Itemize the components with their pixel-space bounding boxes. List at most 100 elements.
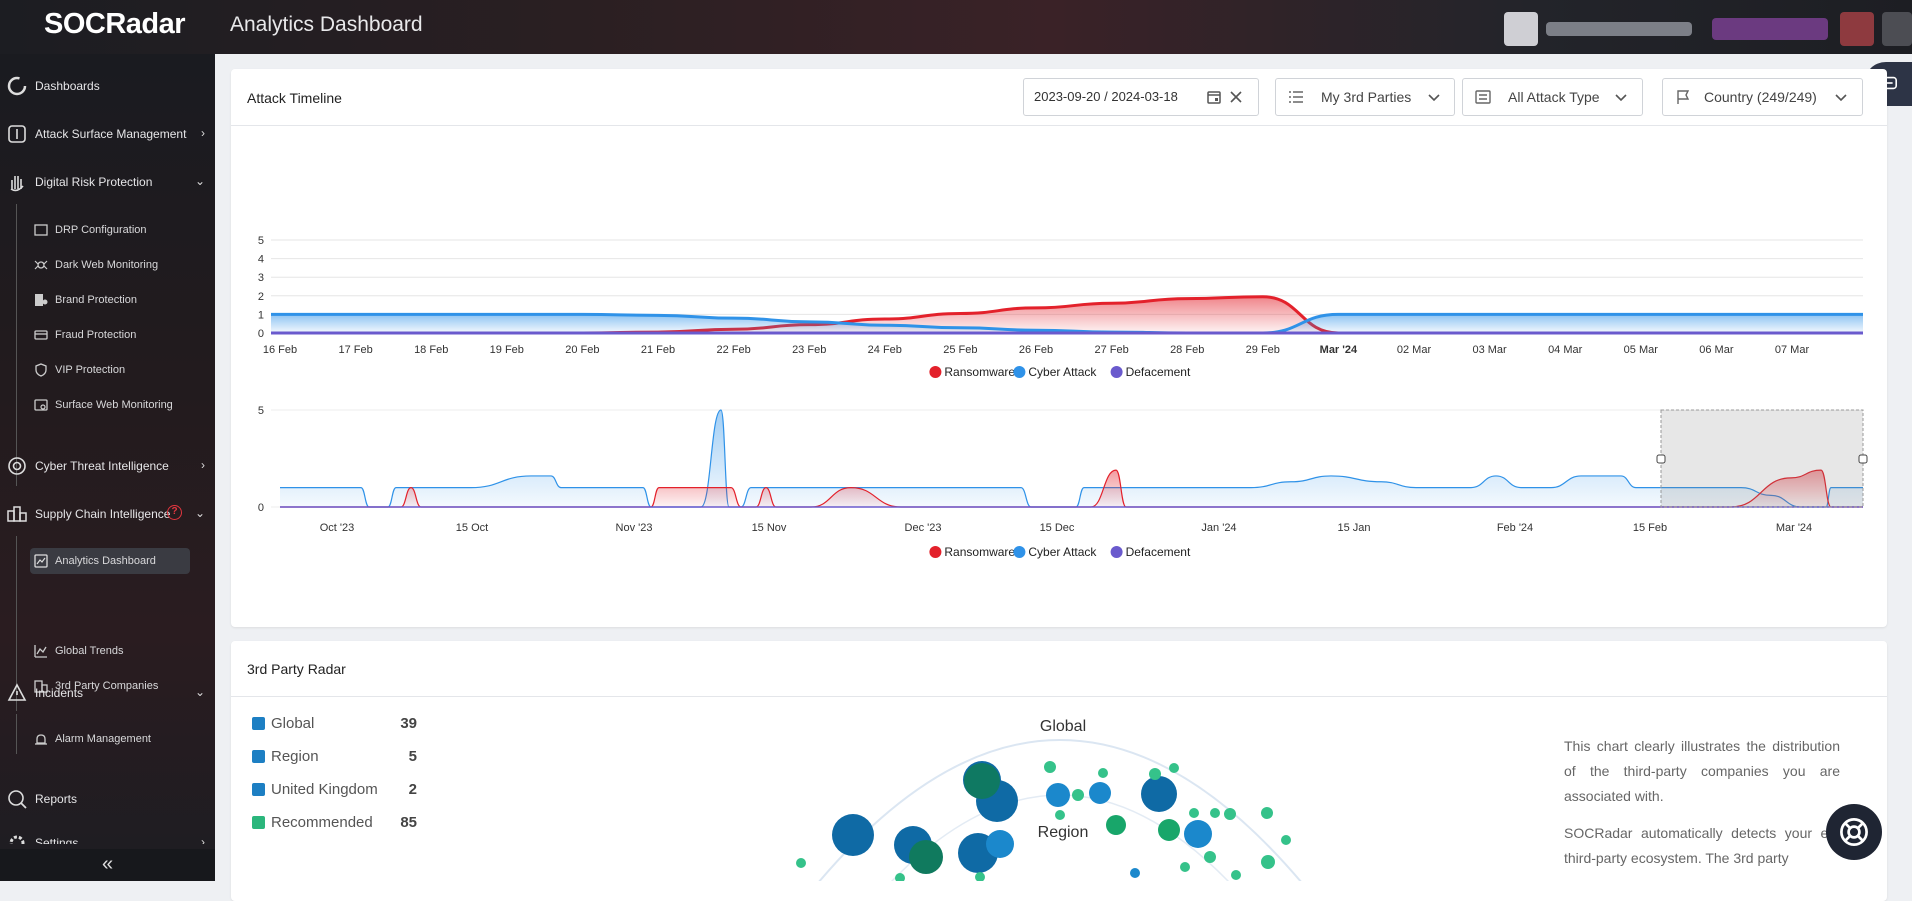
- avatar[interactable]: [1504, 12, 1538, 46]
- radar-title: 3rd Party Radar: [247, 661, 346, 677]
- socradar-logo[interactable]: SOCRadar: [44, 8, 186, 41]
- settings-menu-icon[interactable]: [1882, 12, 1912, 46]
- sidebar-item-global-trends[interactable]: Global Trends: [30, 638, 190, 664]
- bubble[interactable]: [1130, 868, 1140, 878]
- bubble[interactable]: [1169, 763, 1179, 773]
- legend-marker: [1013, 366, 1026, 378]
- bubble[interactable]: [1184, 820, 1212, 848]
- third-party-filter[interactable]: My 3rd Parties: [1275, 78, 1455, 116]
- country-filter[interactable]: Country (249/249): [1662, 78, 1863, 116]
- legend-marker: [1110, 366, 1123, 378]
- sidebar-item-label: Digital Risk Protection: [35, 175, 153, 189]
- series-line-cyber-attack[interactable]: [271, 312, 1863, 335]
- legend-item-ransomware[interactable]: Ransomware: [929, 365, 1015, 379]
- range-handle-right[interactable]: [1858, 454, 1868, 464]
- bubble[interactable]: [986, 830, 1014, 858]
- range-selection-window[interactable]: [1660, 409, 1864, 508]
- bubble[interactable]: [1224, 808, 1236, 820]
- bubble[interactable]: [1044, 761, 1056, 773]
- legend-item-cyber-attack[interactable]: Cyber Attack: [1013, 365, 1097, 379]
- sidebar-item-surface-web-monitoring[interactable]: Surface Web Monitoring: [30, 392, 190, 418]
- bubble[interactable]: [1204, 851, 1216, 863]
- sidebar-item-vip-protection[interactable]: VIP Protection: [30, 357, 190, 383]
- timeline-navigator-chart[interactable]: 5 0 Oct '23 15 Oct Nov '23 15 Nov Dec '23 15 De…: [231, 399, 1887, 579]
- sidebar-item-dashboards[interactable]: Dashboards: [0, 71, 215, 101]
- bubble[interactable]: [1210, 808, 1220, 818]
- bubble[interactable]: [796, 858, 806, 868]
- sidebar-item-label: Brand Protection: [55, 294, 137, 306]
- sidebar-item-brand-protection[interactable]: Brand Protection: [30, 287, 190, 313]
- bubble[interactable]: [909, 840, 943, 874]
- y-tick-label: 5: [258, 235, 264, 247]
- bubble[interactable]: [1261, 855, 1275, 869]
- bubble[interactable]: [1261, 807, 1273, 819]
- top-bar: SOCRadar Analytics Dashboard: [0, 0, 1912, 54]
- range-handle-left[interactable]: [1656, 454, 1666, 464]
- support-button[interactable]: [1826, 804, 1882, 860]
- user-name-redacted[interactable]: [1546, 22, 1692, 36]
- bubble[interactable]: [1281, 835, 1291, 845]
- date-range-picker[interactable]: 2023-09-20 / 2024-03-18: [1023, 78, 1259, 116]
- legend-item-defacement[interactable]: Defacement: [1110, 545, 1191, 559]
- bubble[interactable]: [1106, 815, 1126, 835]
- sidebar-item-digital-risk-protection[interactable]: Digital Risk Protection ⌄: [0, 167, 215, 197]
- sidebar-item-settings[interactable]: Settings ›: [0, 828, 215, 844]
- sidebar-item-dark-web-monitoring[interactable]: Dark Web Monitoring: [30, 252, 190, 278]
- bubble[interactable]: [832, 814, 874, 856]
- sidebar-item-drp-configuration[interactable]: DRP Configuration: [30, 217, 190, 243]
- sidebar-item-3rd-party-companies[interactable]: 3rd Party Companies: [30, 673, 190, 699]
- bubble[interactable]: [1098, 768, 1108, 778]
- company-redacted[interactable]: [1712, 18, 1828, 40]
- building-icon: [34, 680, 48, 693]
- x-tick-label: 06 Mar: [1699, 344, 1734, 356]
- bubble[interactable]: [1089, 782, 1111, 804]
- sidebar-item-alarm-management[interactable]: Alarm Management: [30, 726, 190, 752]
- legend-item-cyber-attack[interactable]: Cyber Attack: [1013, 545, 1097, 559]
- legend-name: Region: [271, 748, 319, 765]
- radar-bubble-chart[interactable]: Global Region: [760, 705, 1360, 881]
- list-icon: [1289, 91, 1303, 103]
- config-icon: [34, 224, 48, 236]
- bubble[interactable]: [975, 872, 985, 881]
- sidebar-item-analytics-dashboard[interactable]: Analytics Dashboard: [30, 548, 190, 574]
- calendar-icon[interactable]: [1206, 89, 1222, 105]
- bubble[interactable]: [895, 873, 905, 881]
- legend-marker: [1110, 546, 1123, 558]
- legend-item-ransomware[interactable]: Ransomware: [929, 545, 1015, 559]
- sidebar-item-cyber-threat-intelligence[interactable]: Cyber Threat Intelligence ›: [0, 451, 215, 481]
- help-badge[interactable]: ?: [167, 505, 182, 520]
- sidebar-item-label: Alarm Management: [55, 733, 151, 745]
- bubble[interactable]: [964, 763, 1000, 799]
- legend-item-defacement[interactable]: Defacement: [1110, 365, 1191, 379]
- series-area-cyber-attack: [271, 314, 1863, 333]
- bubble[interactable]: [1055, 810, 1065, 820]
- bubble[interactable]: [1046, 783, 1070, 807]
- attack-type-filter[interactable]: All Attack Type: [1462, 78, 1643, 116]
- clear-date-icon[interactable]: [1228, 89, 1244, 105]
- bubble[interactable]: [1180, 862, 1190, 872]
- sidebar-item-incidents[interactable]: Incidents ⌄: [0, 678, 215, 708]
- bubble[interactable]: [1072, 789, 1084, 801]
- notifications-icon[interactable]: [1840, 12, 1874, 46]
- sidebar-item-attack-surface-management[interactable]: Attack Surface Management ›: [0, 119, 215, 149]
- sidebar-item-fraud-protection[interactable]: Fraud Protection: [30, 322, 190, 348]
- bubble[interactable]: [1231, 870, 1241, 880]
- analytics-icon: [34, 554, 48, 568]
- legend-label: Cyber Attack: [1028, 545, 1097, 559]
- date-range-value: 2023-09-20 / 2024-03-18: [1034, 89, 1178, 104]
- sidebar-item-supply-chain-intelligence[interactable]: Supply Chain Intelligence ? ⌄: [0, 499, 215, 529]
- nav-line-cyber-attack: [280, 409, 1863, 508]
- x-tick-label: Nov '23: [616, 522, 653, 534]
- bubble[interactable]: [1158, 819, 1180, 841]
- sidebar-item-label: Settings: [35, 836, 79, 844]
- legend-label: Defacement: [1126, 545, 1191, 559]
- collapse-sidebar-button[interactable]: «: [0, 849, 215, 881]
- sidebar-item-label: Dashboards: [35, 79, 100, 93]
- country-filter-value: Country (249/249): [1704, 89, 1817, 105]
- sidebar-item-label: Incidents: [35, 686, 84, 700]
- bubble[interactable]: [1149, 768, 1161, 780]
- attack-timeline-chart[interactable]: 0 1 2 3 4 5 16 Feb 17 Feb 18 Feb 19 Feb 20 Feb 21 F…: [231, 159, 1887, 379]
- bubble[interactable]: [1141, 776, 1177, 812]
- sidebar-item-reports[interactable]: Reports: [0, 784, 215, 814]
- bubble[interactable]: [1189, 808, 1199, 818]
